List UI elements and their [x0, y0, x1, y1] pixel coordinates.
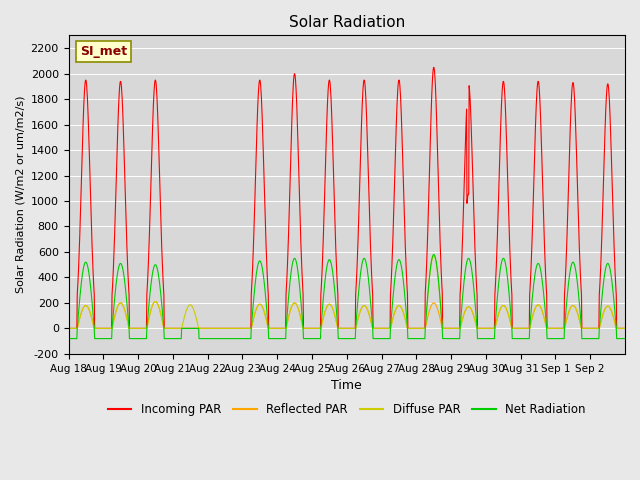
Net Radiation	[621, 336, 629, 341]
Diffuse PAR	[152, 299, 159, 304]
Text: SI_met: SI_met	[79, 45, 127, 58]
Reflected PAR	[621, 325, 629, 331]
Title: Solar Radiation: Solar Radiation	[289, 15, 405, 30]
Reflected PAR	[333, 319, 340, 325]
Net Radiation	[322, 273, 330, 279]
Diffuse PAR	[560, 325, 568, 331]
Diffuse PAR	[614, 325, 622, 331]
Diffuse PAR	[621, 325, 629, 331]
Net Radiation	[65, 336, 72, 341]
Diffuse PAR	[429, 253, 437, 259]
Reflected PAR	[152, 299, 160, 305]
Reflected PAR	[560, 325, 568, 331]
Incoming PAR	[478, 325, 486, 331]
Net Radiation	[478, 336, 486, 341]
Legend: Incoming PAR, Reflected PAR, Diffuse PAR, Net Radiation: Incoming PAR, Reflected PAR, Diffuse PAR…	[103, 398, 591, 420]
Incoming PAR	[322, 159, 330, 165]
Reflected PAR	[322, 306, 330, 312]
Reflected PAR	[65, 325, 72, 331]
Net Radiation	[332, 303, 340, 309]
Incoming PAR	[65, 325, 72, 331]
Reflected PAR	[614, 325, 622, 331]
Incoming PAR	[621, 325, 629, 331]
Incoming PAR	[332, 253, 340, 259]
X-axis label: Time: Time	[332, 379, 362, 392]
Net Radiation	[614, 336, 622, 341]
Line: Reflected PAR: Reflected PAR	[68, 301, 625, 328]
Reflected PAR	[478, 325, 486, 331]
Line: Incoming PAR: Incoming PAR	[68, 67, 625, 328]
Y-axis label: Solar Radiation (W/m2 or um/m2/s): Solar Radiation (W/m2 or um/m2/s)	[15, 96, 25, 293]
Diffuse PAR	[332, 318, 340, 324]
Diffuse PAR	[322, 307, 330, 313]
Diffuse PAR	[478, 325, 486, 331]
Net Radiation	[429, 252, 437, 257]
Net Radiation	[560, 336, 568, 341]
Reflected PAR	[151, 299, 159, 304]
Incoming PAR	[614, 325, 622, 331]
Line: Net Radiation: Net Radiation	[68, 254, 625, 338]
Net Radiation	[152, 262, 159, 268]
Line: Diffuse PAR: Diffuse PAR	[68, 256, 625, 328]
Incoming PAR	[152, 77, 159, 83]
Diffuse PAR	[65, 325, 72, 331]
Incoming PAR	[560, 325, 568, 331]
Incoming PAR	[429, 64, 437, 70]
